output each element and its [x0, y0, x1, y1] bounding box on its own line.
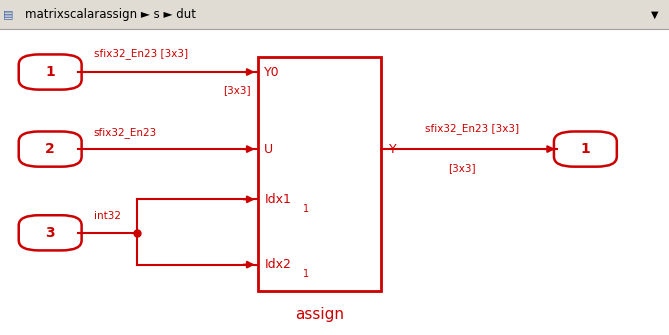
Bar [258, 57, 381, 291]
Text: [3x3]: [3x3] [223, 85, 251, 95]
FancyBboxPatch shape [19, 131, 82, 166]
Text: 2: 2 [45, 142, 55, 156]
Text: 3: 3 [45, 226, 55, 240]
Text: int32: int32 [94, 211, 120, 221]
Text: matrixscalarassign ► s ► dut: matrixscalarassign ► s ► dut [25, 8, 197, 21]
Text: Y0: Y0 [264, 66, 280, 78]
FancyBboxPatch shape [19, 215, 82, 251]
Text: Idx2: Idx2 [264, 258, 291, 271]
Text: sfix32_En23 [3x3]: sfix32_En23 [3x3] [425, 124, 519, 134]
Bar [0, 0, 669, 29]
Text: sfix32_En23: sfix32_En23 [94, 127, 157, 138]
Text: U: U [264, 143, 274, 155]
Text: 1: 1 [581, 142, 590, 156]
Text: [3x3]: [3x3] [448, 163, 476, 174]
Text: Y: Y [389, 143, 397, 155]
Text: sfix32_En23 [3x3]: sfix32_En23 [3x3] [94, 48, 188, 59]
Text: 1: 1 [303, 204, 309, 214]
Text: 1: 1 [45, 65, 55, 79]
Text: Idx1: Idx1 [264, 193, 291, 206]
Text: assign: assign [295, 307, 344, 322]
Text: 1: 1 [303, 269, 309, 279]
FancyBboxPatch shape [19, 54, 82, 89]
FancyBboxPatch shape [554, 131, 617, 166]
Text: ▤: ▤ [3, 10, 13, 20]
Text: ▼: ▼ [652, 10, 659, 20]
